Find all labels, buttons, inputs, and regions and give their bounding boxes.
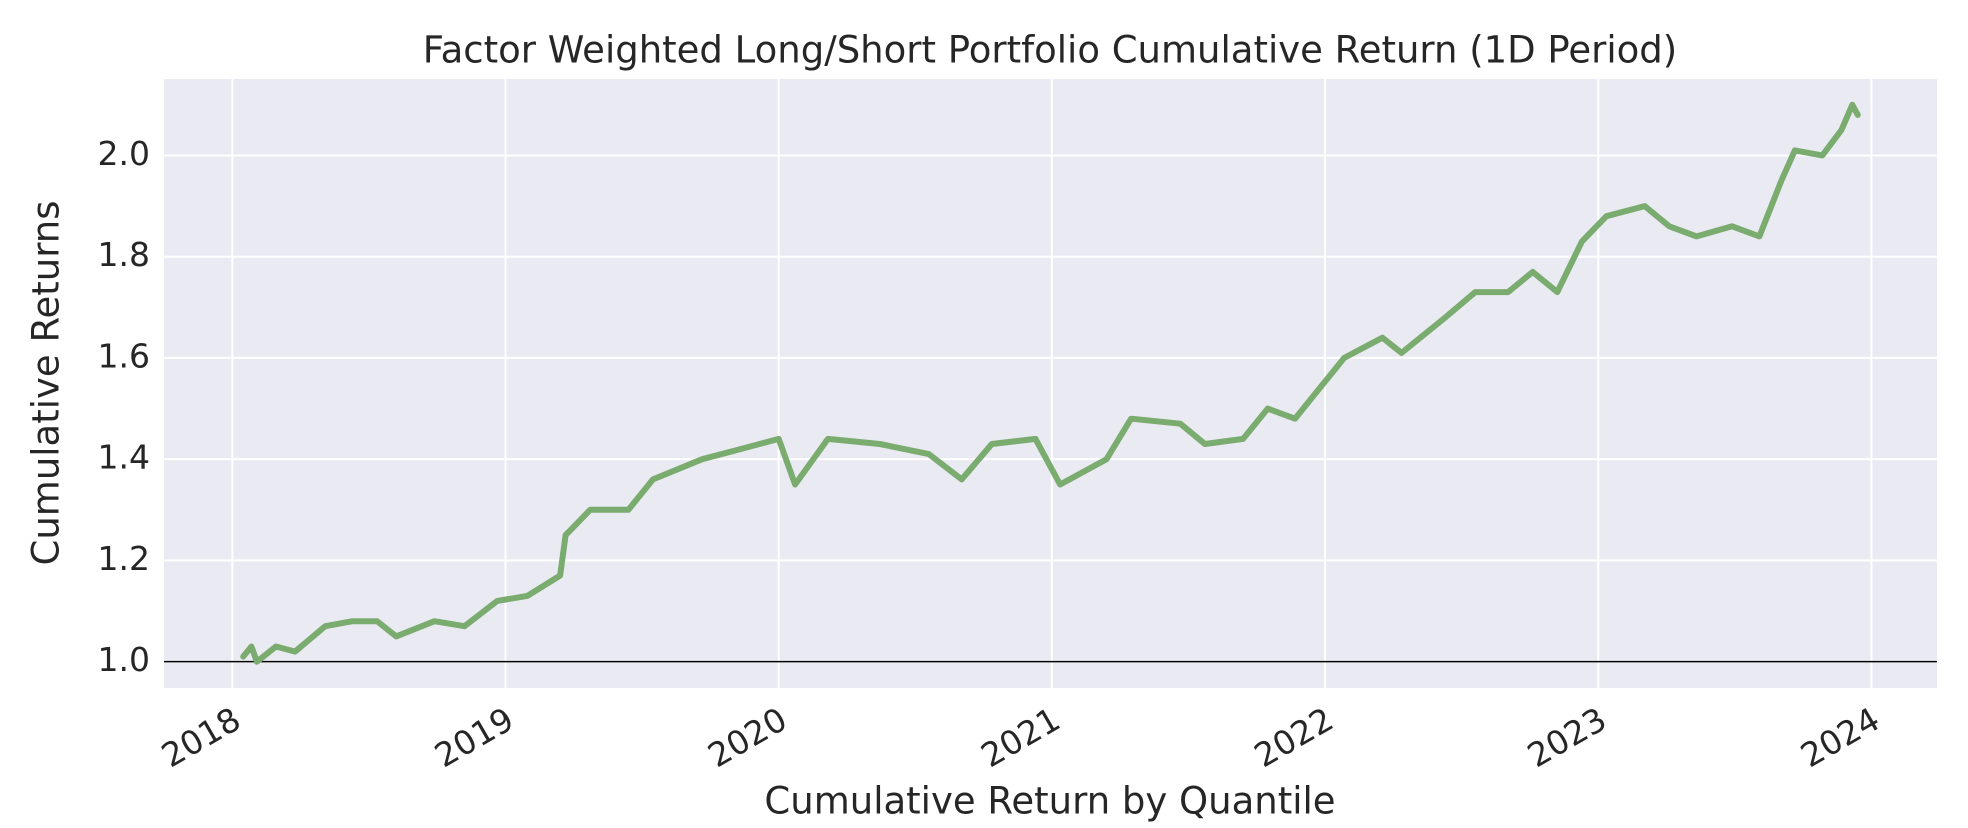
x-tick-label: 2018 xyxy=(155,699,247,775)
x-tick-label: 2022 xyxy=(1248,699,1340,775)
y-tick-label: 1.8 xyxy=(98,235,150,274)
series-line xyxy=(240,101,1861,665)
y-tick-label: 1.6 xyxy=(98,336,150,375)
x-tick-label: 2020 xyxy=(701,699,793,775)
x-tick-label: 2019 xyxy=(428,699,520,775)
x-tick-label: 2021 xyxy=(974,699,1066,775)
chart-title: Factor Weighted Long/Short Portfolio Cum… xyxy=(423,29,1677,72)
plot-area xyxy=(164,79,1937,688)
y-axis-label: Cumulative Returns xyxy=(25,201,68,566)
y-tick-label: 1.2 xyxy=(98,539,150,578)
y-tick-label: 1.0 xyxy=(98,640,150,679)
x-axis-label: Cumulative Return by Quantile xyxy=(764,780,1335,823)
x-tick-label: 2024 xyxy=(1794,699,1886,775)
x-tick-label: 2023 xyxy=(1521,699,1613,775)
y-tick-label: 2.0 xyxy=(98,134,150,173)
y-tick-label: 1.4 xyxy=(98,438,150,477)
